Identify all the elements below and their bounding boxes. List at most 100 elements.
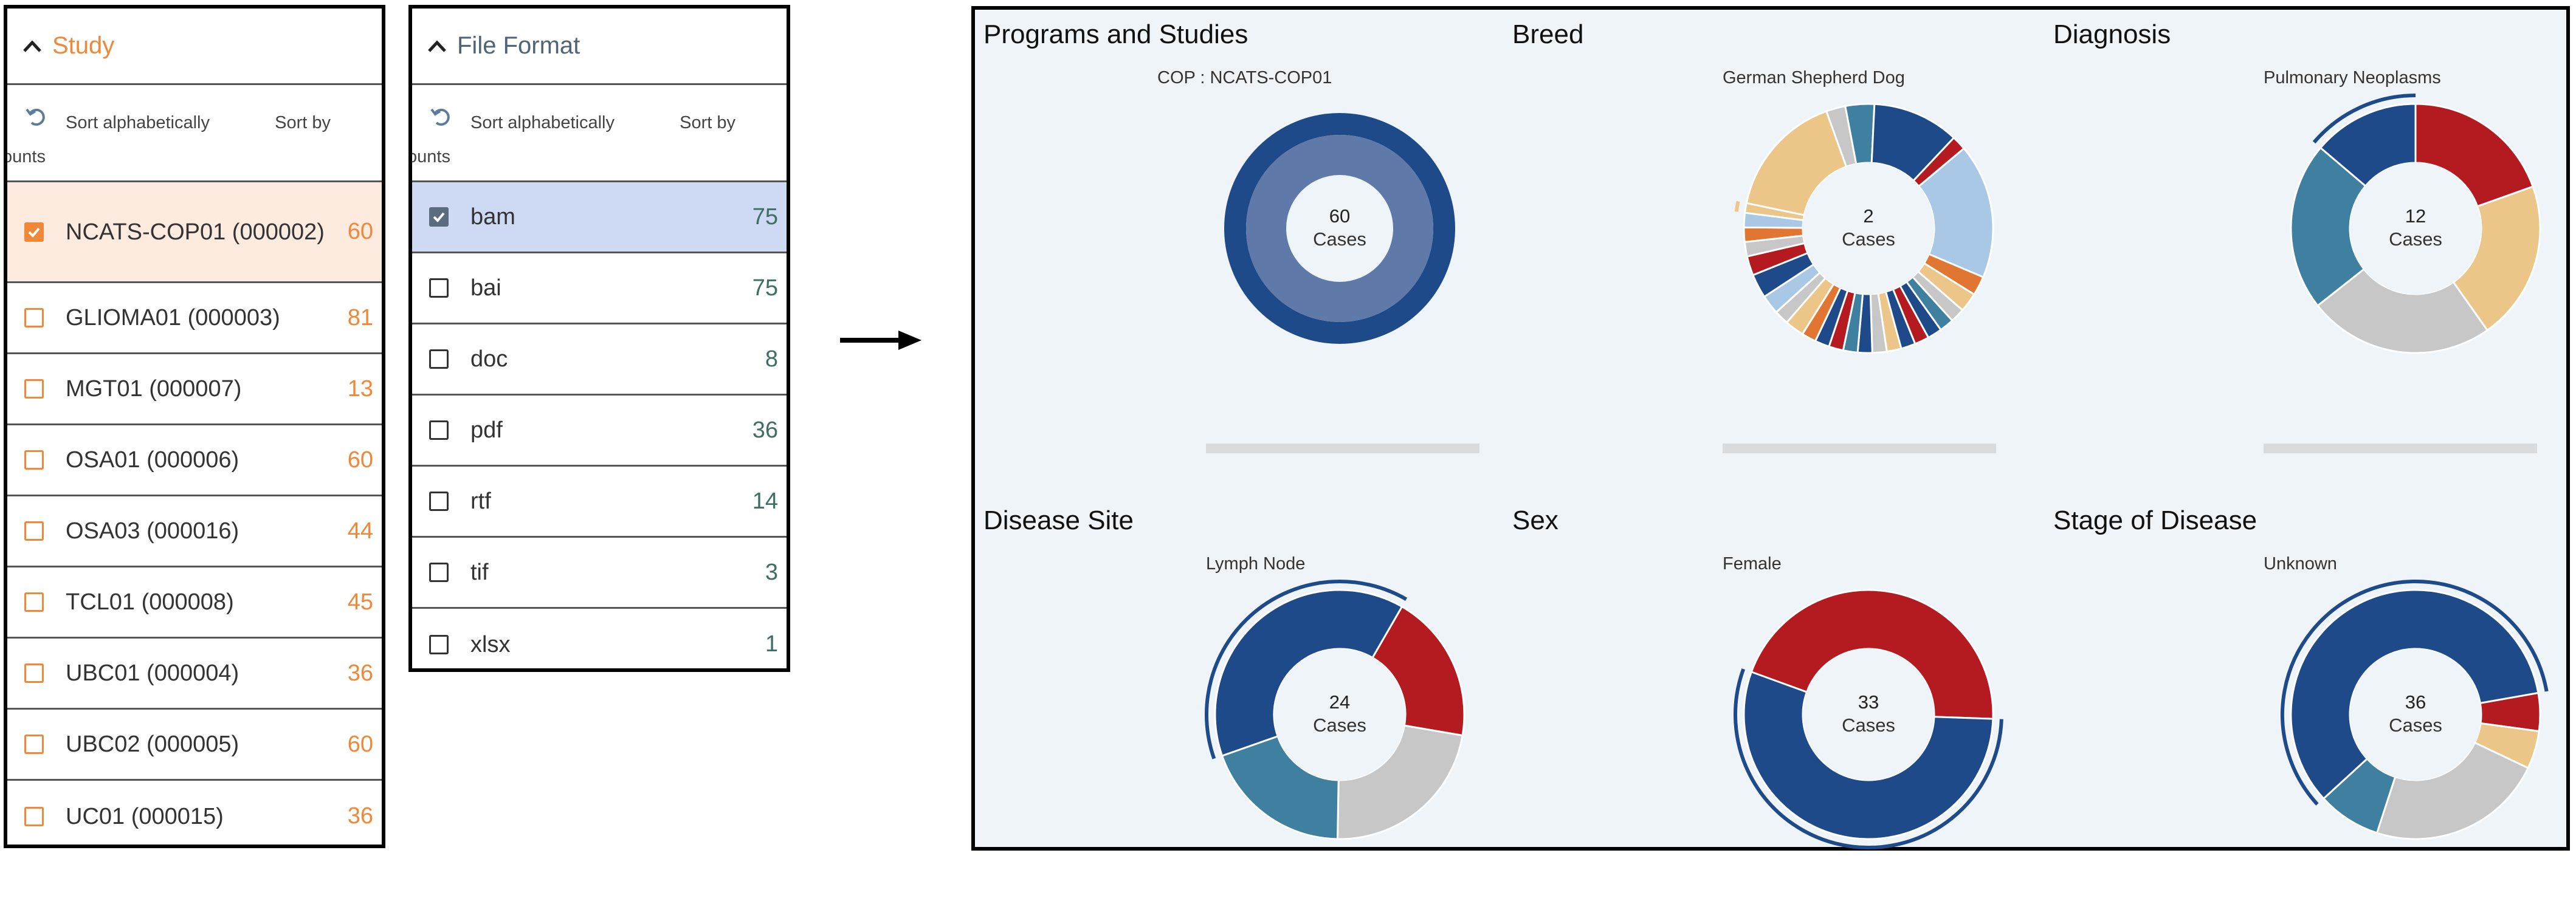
study-item-label: UBC02 (000005)	[66, 732, 239, 757]
sort-by-count-button[interactable]: Sort by	[680, 113, 735, 132]
stage-of-disease-donut-chart[interactable]	[2045, 496, 2574, 915]
file-format-checkbox[interactable]	[429, 349, 449, 369]
programs-and-studies-donut-chart[interactable]	[975, 10, 1504, 429]
diagnosis-highlight-label: Pulmonary Neoplasms	[2264, 68, 2441, 87]
study-facet-item[interactable]: TCL01 (000008) 45	[7, 567, 382, 639]
file-format-facet-item[interactable]: rtf 14	[412, 467, 787, 538]
study-facet-header[interactable]: Study	[7, 9, 382, 85]
study-checkbox[interactable]	[24, 308, 44, 327]
horizontal-scrollbar[interactable]	[2264, 444, 2537, 453]
dashboard-panel: Programs and Studies COP : NCATS-COP01 60 C…	[971, 6, 2570, 851]
study-facet-item[interactable]: GLIOMA01 (000003) 81	[7, 283, 382, 354]
chevron-up-icon[interactable]	[427, 39, 457, 53]
pie-slice-highlight-arc	[2312, 94, 2416, 144]
study-facet-item[interactable]: OSA01 (000006) 60	[7, 425, 382, 496]
donut-hole	[2350, 163, 2481, 294]
file-format-checkbox[interactable]	[429, 634, 449, 654]
study-checkbox[interactable]	[24, 806, 44, 826]
file-format-item-count: 14	[752, 488, 778, 514]
study-facet-item[interactable]: MGT01 (000007) 13	[7, 354, 382, 425]
study-facet-item[interactable]: UBC02 (000005) 60	[7, 710, 382, 781]
checkmark-icon	[28, 227, 40, 238]
study-item-label: NCATS-COP01 (000002)	[66, 219, 325, 245]
sort-by-count-button[interactable]: Sort by	[275, 113, 331, 132]
study-checkbox[interactable]	[24, 379, 44, 399]
study-item-count: 44	[347, 518, 373, 544]
diagnosis-title: Diagnosis	[2053, 19, 2171, 49]
programs-and-studies-case-label: Cases	[1313, 228, 1366, 250]
study-facet-item[interactable]: UC01 (000015) 36	[7, 781, 382, 845]
file-format-facet-item[interactable]: bam 75	[412, 182, 787, 253]
study-facet-item[interactable]: UBC01 (000004) 36	[7, 639, 382, 710]
diagnosis-donut-chart[interactable]	[2045, 10, 2574, 429]
study-item-count: 81	[347, 304, 373, 331]
file-format-checkbox[interactable]	[429, 563, 449, 582]
refresh-icon[interactable]	[429, 105, 453, 134]
file-format-facet-item[interactable]: pdf 36	[412, 396, 787, 467]
study-sort-controls: Sort alphabetically Sort by ounts	[7, 85, 382, 182]
study-facet-item[interactable]: NCATS-COP01 (000002) 60	[7, 182, 382, 283]
file-format-facet-item[interactable]: bai 75	[412, 253, 787, 324]
study-checkbox[interactable]	[24, 450, 44, 470]
horizontal-scrollbar[interactable]	[1723, 444, 1996, 453]
sort-by-count-overflow-text: ounts	[4, 147, 46, 166]
file-format-item-label: bai	[470, 275, 501, 301]
file-format-checkbox[interactable]	[429, 420, 449, 440]
donut-hole	[1274, 649, 1405, 780]
file-format-checkbox[interactable]	[429, 278, 449, 298]
breed-donut-chart[interactable]	[1504, 10, 2033, 429]
study-checkbox[interactable]	[24, 735, 44, 754]
chevron-up-icon[interactable]	[22, 39, 52, 53]
study-item-label: MGT01 (000007)	[66, 376, 242, 402]
file-format-item-count: 75	[752, 275, 778, 301]
stage-of-disease-case-count: 36	[2405, 691, 2426, 713]
file-format-item-label: xlsx	[470, 631, 511, 657]
study-item-count: 60	[347, 447, 373, 473]
checkmark-icon	[433, 212, 445, 222]
study-checkbox[interactable]	[24, 663, 44, 683]
programs-and-studies-case-count: 60	[1329, 205, 1351, 227]
file-format-sort-controls: Sort alphabetically Sort by ounts	[412, 85, 787, 182]
study-facet-item[interactable]: OSA03 (000016) 44	[7, 496, 382, 567]
file-format-facet-item[interactable]: doc 8	[412, 324, 787, 396]
diagnosis-case-label: Cases	[2389, 228, 2442, 250]
horizontal-scrollbar[interactable]	[1206, 444, 1479, 453]
diagnosis-widget: Diagnosis Pulmonary Neoplasms 12 Cases	[2045, 10, 2574, 453]
sort-alphabetically-button[interactable]: Sort alphabetically	[66, 113, 210, 132]
file-format-checkbox[interactable]	[429, 207, 449, 227]
breed-title: Breed	[1512, 19, 1584, 49]
disease-site-highlight-label: Lymph Node	[1206, 554, 1306, 574]
study-checkbox[interactable]	[24, 592, 44, 612]
file-format-item-label: doc	[470, 346, 508, 372]
sex-title: Sex	[1512, 505, 1558, 535]
study-facet-title: Study	[52, 32, 115, 59]
file-format-facet-header[interactable]: File Format	[412, 9, 787, 85]
stage-of-disease-case-label: Cases	[2389, 715, 2442, 736]
disease-site-title: Disease Site	[983, 505, 1134, 535]
sort-alphabetically-button[interactable]: Sort alphabetically	[470, 113, 615, 132]
study-item-label: TCL01 (000008)	[66, 589, 234, 615]
file-format-item-count: 3	[765, 559, 778, 585]
study-item-label: UC01 (000015)	[66, 803, 224, 829]
pie-slice-highlight[interactable]	[1246, 135, 1433, 322]
pie-slice[interactable]	[1224, 113, 1455, 344]
sex-case-count: 33	[1858, 691, 1879, 713]
sex-donut-chart[interactable]	[1504, 496, 2033, 915]
study-item-count: 36	[347, 803, 373, 829]
study-checkbox[interactable]	[24, 521, 44, 541]
file-format-facet-list: bam 75 bai 75 doc 8 pdf 36 rtf 14 tif 3 xlsx 1	[412, 182, 787, 668]
disease-site-case-count: 24	[1329, 691, 1351, 713]
disease-site-donut-chart[interactable]	[975, 496, 1504, 915]
pie-slice-highlight-arc	[1734, 200, 1740, 212]
study-checkbox[interactable]	[24, 222, 44, 242]
file-format-checkbox[interactable]	[429, 492, 449, 511]
file-format-facet-item[interactable]: tif 3	[412, 538, 787, 609]
programs-and-studies-highlight-label: COP : NCATS-COP01	[1157, 68, 1332, 87]
breed-highlight-label: German Shepherd Dog	[1723, 68, 1905, 87]
donut-hole	[1286, 175, 1393, 282]
file-format-facet-item[interactable]: xlsx 1	[412, 609, 787, 668]
study-item-label: OSA03 (000016)	[66, 518, 239, 544]
study-item-count: 13	[347, 375, 373, 402]
file-format-facet-title: File Format	[457, 32, 580, 59]
refresh-icon[interactable]	[24, 105, 49, 134]
